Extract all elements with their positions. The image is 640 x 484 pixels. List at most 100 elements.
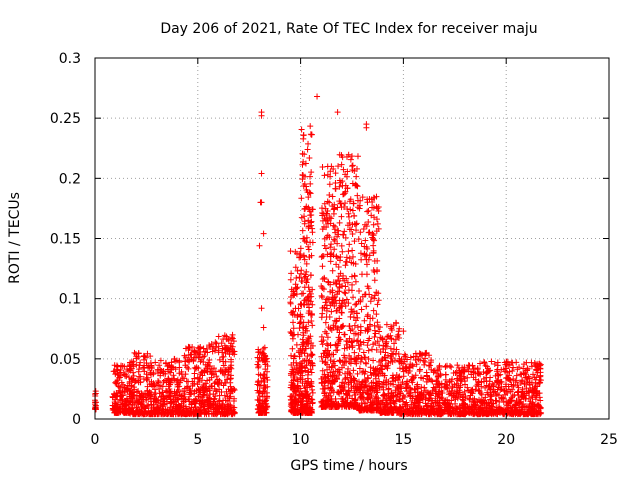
data-point-591 [168,400,175,407]
data-point-1793 [326,181,333,188]
data-point-1949 [319,163,326,170]
data-point-1238 [263,394,270,401]
data-point-109 [112,396,119,403]
y-tick-label-6: 0.3 [59,51,81,67]
data-point-2024 [323,330,330,337]
data-point-371 [128,404,135,411]
data-point-2277 [346,241,353,248]
data-point-2680 [365,207,372,214]
data-point-2485 [370,221,377,228]
data-point-1614 [300,132,307,139]
data-point-862 [193,397,200,404]
data-point-616 [157,372,164,379]
data-point-1556 [297,245,304,252]
data-point-153 [121,371,128,378]
x-axis-label: GPS time / hours [290,458,407,474]
data-point-2667 [363,303,370,310]
data-point-812 [191,370,198,377]
data-point-863 [186,405,193,412]
data-point-2033 [321,274,328,281]
data-point-815 [194,375,201,382]
data-point-1500 [298,126,305,133]
data-point-1058 [227,342,234,349]
data-point-3516 [443,362,450,369]
data-point-1107 [220,397,227,404]
data-point-3354 [442,371,449,378]
data-point-4006 [537,373,544,380]
data-point-1627 [308,310,315,317]
data-point-382 [137,378,144,385]
data-point-367 [132,410,139,417]
data-point-1100 [218,401,225,408]
data-point-1284 [292,305,299,312]
data-point-4074 [258,305,265,312]
data-point-855 [187,409,194,416]
data-point-2660 [370,307,377,314]
data-point-1707 [308,212,315,219]
data-point-1116 [215,333,222,340]
data-point-843 [204,349,211,356]
data-point-822 [180,398,187,405]
data-point-638 [167,369,174,376]
data-point-2380 [356,346,363,353]
data-point-811 [200,383,207,390]
data-point-646 [176,364,183,371]
data-point-1984 [323,245,330,252]
data-point-2461 [362,359,369,366]
data-point-1123 [226,351,233,358]
data-point-2532 [374,205,381,212]
data-point-2122 [349,253,356,260]
data-point-4079 [363,124,370,131]
data-point-4077 [334,109,341,116]
data-point-2049 [350,294,357,301]
data-point-640 [166,378,173,385]
data-point-2184 [351,349,358,356]
y-axis-label: ROTI / TECUs [7,192,23,284]
data-point-1062 [205,394,212,401]
data-point-1241 [260,385,267,392]
data-point-622 [160,395,167,402]
data-point-350 [140,393,147,400]
data-point-1198 [254,361,261,368]
data-point-1889 [318,333,325,340]
data-point-3986 [513,372,520,379]
data-point-2327 [351,272,358,279]
y-tick-label-3: 0.15 [50,232,81,248]
data-point-1678 [309,301,316,308]
data-point-2111 [354,192,361,199]
data-point-1418 [296,320,303,327]
data-point-462 [156,362,163,369]
data-point-105 [116,387,123,394]
data-point-637 [174,381,181,388]
data-point-729 [185,352,192,359]
data-point-1113 [226,395,233,402]
data-point-318 [143,403,150,410]
data-point-821 [201,353,208,360]
data-point-1558 [298,290,305,297]
data-point-2191 [345,248,352,255]
data-point-600 [160,368,167,375]
data-point-1120 [224,336,231,343]
chart-title: Day 206 of 2021, Rate Of TEC Index for r… [160,21,537,37]
data-point-846 [197,349,204,356]
data-point-3846 [494,362,501,369]
data-point-474 [162,387,169,394]
data-point-1300 [288,270,295,277]
data-point-1117 [230,338,237,345]
data-point-633 [156,382,163,389]
data-point-439 [159,389,166,396]
data-point-3291 [448,364,455,371]
data-point-853 [187,387,194,394]
data-point-380 [133,361,140,368]
data-point-1542 [304,146,311,153]
data-point-1235 [255,405,262,412]
data-point-833 [191,380,198,387]
data-point-171 [112,403,119,409]
data-point-1211 [257,397,264,404]
data-point-1428 [293,285,300,292]
data-point-2292 [336,219,343,226]
data-point-2529 [374,301,381,308]
data-point-1231 [264,362,271,369]
data-point-162 [118,392,125,399]
data-point-1097 [227,375,234,382]
